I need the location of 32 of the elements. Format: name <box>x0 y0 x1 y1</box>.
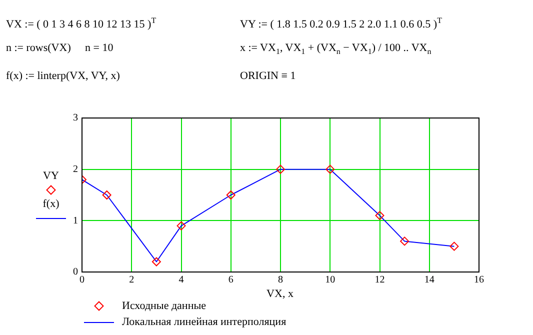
point <box>226 190 236 200</box>
point <box>152 257 161 266</box>
point <box>276 164 285 174</box>
point <box>176 221 186 230</box>
point <box>102 190 112 200</box>
x-tick-label: 4 <box>178 274 184 286</box>
point <box>375 211 384 220</box>
point <box>326 164 335 174</box>
x-tick-label: 2 <box>129 274 134 286</box>
x-tick-label: 14 <box>424 274 434 286</box>
y-tick-label: 3 <box>73 112 78 124</box>
text: ORIGIN ≡ 1 <box>240 70 296 82</box>
x-tick-label: 8 <box>278 274 283 286</box>
y-tick-label: 0 <box>73 266 78 278</box>
legend-label: Исходные данные <box>122 300 206 312</box>
text: VY := ( 1.8 1.5 0.2 0.9 1.5 2 2.0 1.1 0.6 0.5 )$^{T}$ <box>240 16 442 31</box>
text: x := VX$_{1}$, VX$_{1}$ + (VX$_{n}$ − VX$_{1}$) / 100 .. VX$_{n}$ <box>240 42 432 56</box>
y-tick-label: 1 <box>73 215 78 226</box>
text: n = 10 <box>85 42 114 54</box>
text: n := rows(VX) <box>6 42 71 54</box>
x-tick-label: 16 <box>474 274 484 286</box>
legend-label: Локальная линейная интерполяция <box>122 316 286 328</box>
x-tick-label: 12 <box>374 274 385 286</box>
y-tick-label: 2 <box>73 164 78 175</box>
x-tick-label: 6 <box>228 274 234 286</box>
x-tick-label: 10 <box>325 274 336 286</box>
point <box>450 242 459 251</box>
x-axis-title: VX, x <box>266 288 294 300</box>
text: VY f(x) <box>42 170 60 210</box>
point <box>400 236 410 246</box>
text: VX := ( 0 1 3 4 6 8 10 12 13 15 )$^{T}$ <box>6 16 156 31</box>
text: f(x) := linterp(VX, VY, x) <box>6 70 120 82</box>
